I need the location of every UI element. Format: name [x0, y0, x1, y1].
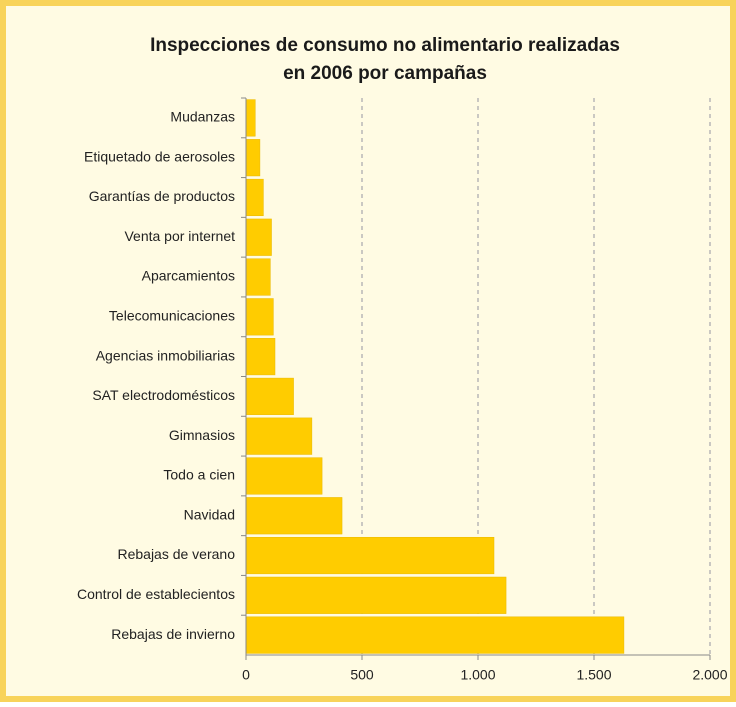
bar [245, 497, 343, 535]
bar [245, 457, 323, 495]
y-tick-label: Etiquetado de aerosoles [84, 148, 235, 164]
bar [245, 338, 276, 376]
bar [245, 218, 272, 256]
y-tick-label: Rebajas de invierno [111, 626, 235, 642]
bar [245, 417, 313, 455]
bar [245, 139, 261, 177]
chart-title: Inspecciones de consumo no alimentario r… [150, 35, 620, 56]
y-tick-label: SAT electrodomésticos [92, 387, 235, 403]
y-tick-label: Control de establecientos [77, 586, 235, 602]
y-tick-label: Navidad [184, 506, 235, 522]
y-tick-label: Venta por internet [124, 228, 235, 244]
x-tick-label: 500 [350, 667, 374, 683]
y-tick-label: Todo a cien [163, 467, 235, 483]
chart-title: en 2006 por campañas [283, 63, 487, 84]
y-tick-label: Garantías de productos [89, 188, 235, 204]
y-tick-label: Rebajas de verano [117, 546, 235, 562]
bar [245, 298, 274, 336]
x-tick-label: 0 [242, 667, 250, 683]
bar [245, 258, 271, 296]
y-tick-label: Aparcamientos [142, 268, 235, 284]
bar [245, 576, 507, 614]
x-tick-label: 1.500 [576, 667, 611, 683]
x-tick-label: 1.000 [460, 667, 495, 683]
bar [245, 536, 495, 575]
y-tick-label: Agencias inmobiliarias [96, 347, 235, 363]
x-tick-label: 2.000 [692, 667, 727, 683]
y-tick-label: Gimnasios [169, 427, 235, 443]
bar [245, 377, 294, 415]
y-tick-label: Mudanzas [170, 109, 235, 125]
bar [245, 178, 264, 217]
bar [245, 99, 256, 137]
y-tick-label: Telecomunicaciones [109, 308, 235, 324]
bar [245, 616, 625, 654]
